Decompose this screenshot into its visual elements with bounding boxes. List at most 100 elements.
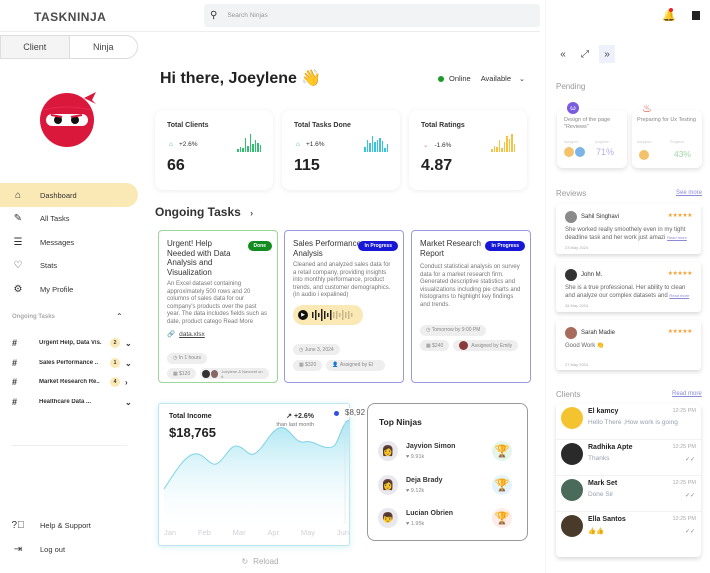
review-date: 27 May 2024 [565,362,589,367]
notification-bell-icon[interactable]: 🔔 [662,10,676,22]
pending-card[interactable]: ω Design of the page "Reviews" Assigned … [557,102,627,168]
ongoing-task-item[interactable]: # Urgent Help, Data Vis. 2 ⌄ [12,336,140,350]
section-title: Ongoing Tasks [155,205,241,219]
help-label: Help & Support [40,520,91,530]
sparkline-bar [247,146,249,152]
audio-player[interactable]: ▶ [293,304,363,325]
sidebar-item-messages[interactable]: ☰ Messages [0,230,138,254]
ninja-toggle-button[interactable]: Ninja [92,42,114,52]
reload-label: Reload [253,556,279,566]
attachment-filename[interactable]: data.xlsx [179,330,205,338]
progress-value: 71% [596,147,615,157]
client-row[interactable]: Radhika Apte Thanks 12:25 PM ✓✓ [556,440,701,476]
collapse-caret-icon[interactable]: ⌃ [116,312,123,321]
assignee-chip: Assigned by Emily [453,340,519,351]
play-icon[interactable]: ▶ [298,309,308,320]
reviewer-name: John M. [581,272,603,278]
fire-icon: ♨ [642,103,652,115]
attachment-link[interactable]: 🔗 data.xlsx [167,330,269,339]
count-badge: 2 [110,338,120,348]
sidebar-item-dashboard[interactable]: ⌂ Dashboard [0,183,138,207]
message-time: 12:25 PM [672,516,696,522]
ongoing-task-item[interactable]: # Healthcare Data ... ⌄ [12,395,140,409]
availability-dropdown[interactable]: Available [480,74,511,83]
message-time: 12:25 PM [672,480,696,486]
ninja-row[interactable]: 👩 Deja Brady ♥ 9.12k 🏆 [378,475,518,495]
stat-change: -1.6% [434,141,452,149]
assignee-text: Assigned by El [339,362,373,368]
avatar [565,211,577,223]
trend-down-icon: ⌄ [423,142,429,149]
task-card[interactable]: Urgent! Help Needed with Data Analysis a… [158,230,278,383]
greeting-text: Hi there, Joeylene [160,70,297,87]
sparkline-bar [244,138,246,152]
read-more-link[interactable]: Read more [667,235,687,240]
role-toggle: Client Ninja [0,35,138,59]
user-menu-icon[interactable] [692,11,700,20]
expand-icon[interactable]: ⤢ [581,48,589,60]
search-input[interactable]: Search Ninjas [227,12,268,19]
collapse-left-icon[interactable]: « [560,48,566,60]
sparkline-bar [364,147,366,152]
sidebar-item-all-tasks[interactable]: ✎ All Tasks [0,206,138,230]
client-row[interactable]: Ella Santos 👍👍 12:25 PM ✓✓ [556,512,701,548]
client-toggle-button[interactable]: Client [1,36,70,58]
logout-link[interactable]: ⇥ Log out [0,537,138,561]
ongoing-task-label: Sales Performance .. [39,360,99,366]
see-more-link[interactable]: See more [676,190,703,196]
header-divider [0,31,540,32]
client-message: 👍👍 [588,528,605,535]
online-label: Online [449,74,471,83]
top-ninjas-card: Top Ninjas 👩 Jayvion Simon ♥ 9.91k 🏆 👩 D… [367,403,528,541]
sidebar-item-label: Messages [40,237,75,247]
sidebar-item-label: All Tasks [40,213,70,223]
chevron-down-icon[interactable]: ⌄ [125,397,132,407]
sidebar-item-my-profile[interactable]: ⚙ My Profile [0,277,138,301]
notification-dot [669,8,673,12]
avatar: 👦 [378,508,398,528]
client-row[interactable]: Mark Set Done Sir 12:25 PM ✓✓ [556,476,701,512]
assignee-avatars [564,147,585,157]
income-change-value: +2.6% [293,413,314,420]
heart-icon: ♡ [13,259,23,271]
read-more-link[interactable]: Read more [672,391,702,397]
ninja-row[interactable]: 👦 Lucian Obrien ♥ 1.95k 🏆 [378,508,518,528]
sparkline-bar [257,143,259,152]
ongoing-tasks-title[interactable]: Ongoing Tasks › [155,205,253,219]
chevron-down-icon[interactable]: ⌄ [125,358,132,368]
pending-card[interactable]: ♨ Preparing for Ux Testing Assigned Prog… [632,103,702,168]
client-row[interactable]: El kamcy Hello There ,How work is going … [556,404,701,440]
chevron-right-icon[interactable]: › [125,377,128,387]
avatar [561,443,583,465]
review-text: She worked really smoothely even in my t… [565,226,695,242]
message-time: 12:25 PM [672,444,696,450]
clock-icon: ◷ [426,327,432,333]
read-more-link[interactable]: Read more [669,293,690,298]
task-title: Sales Performance Analysis [293,239,362,258]
chevron-down-icon[interactable]: ⌄ [125,338,132,348]
stat-change: +2.6% [178,141,198,148]
search-bar[interactable]: ⚲ Search Ninjas [204,4,540,27]
help-support-link[interactable]: ?⃝ Help & Support [0,513,138,537]
due-chip: ◷ Tomorrow by 9:00 PM [420,324,487,336]
assignee-text: Joeylene & Navneet on it [221,368,263,379]
clock-icon: ◷ [173,355,179,361]
status-badge: Done [247,241,272,251]
ninja-row[interactable]: 👩 Jayvion Simon ♥ 9.91k 🏆 [378,441,518,461]
collapse-right-icon[interactable]: » [599,45,615,63]
ongoing-task-item[interactable]: # Market Research Re.. 4 › [12,375,140,389]
sidebar-item-stats[interactable]: ♡ Stats [0,253,138,277]
chevron-down-icon[interactable]: ⌄ [519,75,525,83]
chart-point-marker[interactable] [334,411,339,416]
status-selector[interactable]: Online Available ⌄ [438,74,525,83]
ongoing-task-item[interactable]: # Sales Performance .. 1 ⌄ [12,356,140,370]
task-card[interactable]: Market Research Report In Progress Condu… [411,230,531,383]
sparkline-bar [496,147,498,152]
reload-button[interactable]: ↻ Reload [220,552,300,570]
task-description: Cleaned and analyzed sales data for a re… [293,262,391,298]
logout-icon: ⇥ [13,543,23,555]
task-card[interactable]: Sales Performance Analysis In Progress C… [284,230,404,383]
chevron-right-icon[interactable]: › [250,208,254,218]
heart-icon: ♥ [406,520,411,527]
sparkline-bar [252,144,254,152]
